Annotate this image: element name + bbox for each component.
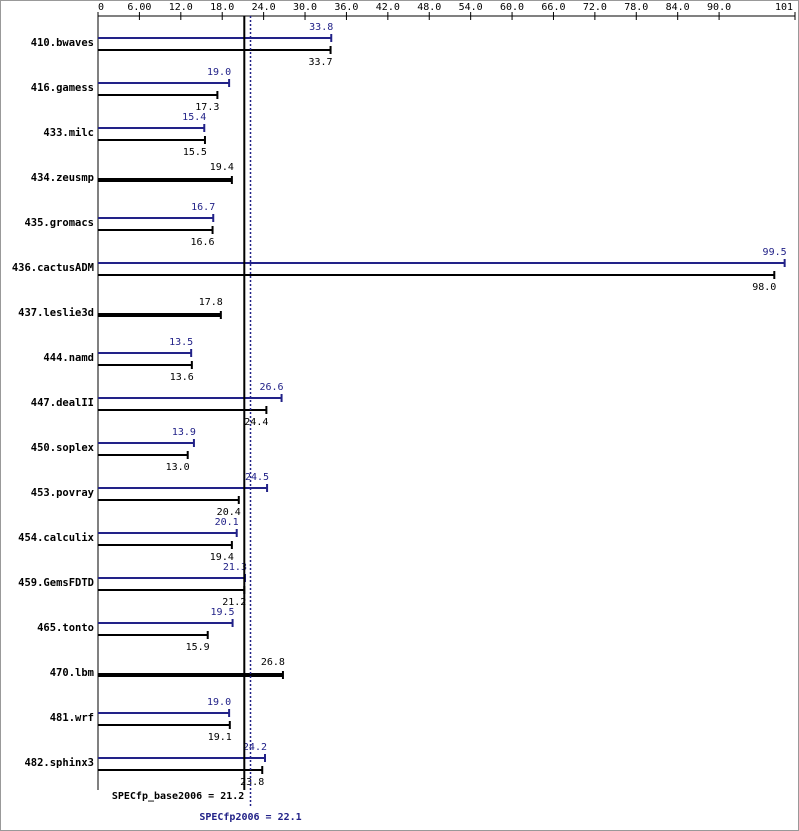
x-tick-label: 18.0 <box>210 2 234 13</box>
value-label: 33.7 <box>308 57 332 68</box>
category-label: 481.wrf <box>50 712 94 724</box>
x-tick-label: 36.0 <box>334 2 358 13</box>
value-label: 99.5 <box>763 247 787 258</box>
value-label: 15.5 <box>183 147 207 158</box>
value-label: 19.4 <box>210 162 234 173</box>
category-label: 410.bwaves <box>31 37 94 49</box>
value-label: 21.2 <box>222 597 246 608</box>
value-label: 17.3 <box>195 102 219 113</box>
category-label: 444.namd <box>43 352 94 364</box>
reference-label: SPECfp_base2006 = 21.2 <box>112 791 244 802</box>
value-label: 15.9 <box>186 642 210 653</box>
category-label: 416.gamess <box>31 82 94 94</box>
category-label: 482.sphinx3 <box>24 757 94 769</box>
x-tick-label: 12.0 <box>169 2 193 13</box>
value-label: 24.5 <box>245 472 269 483</box>
value-label: 19.4 <box>210 552 234 563</box>
reference-label: SPECfp2006 = 22.1 <box>199 812 301 823</box>
value-label: 13.5 <box>169 337 193 348</box>
category-label: 453.povray <box>31 487 95 499</box>
x-tick-label: 90.0 <box>707 2 731 13</box>
value-label: 33.8 <box>309 22 333 33</box>
value-label: 24.4 <box>244 417 268 428</box>
x-tick-label: 48.0 <box>417 2 441 13</box>
value-label: 16.7 <box>191 202 215 213</box>
category-label: 459.GemsFDTD <box>18 577 94 589</box>
x-tick-label: 24.0 <box>252 2 276 13</box>
category-label: 465.tonto <box>37 622 94 634</box>
category-label: 470.lbm <box>50 667 94 679</box>
category-label: 435.gromacs <box>24 217 94 229</box>
value-label: 19.1 <box>208 732 232 743</box>
value-label: 19.5 <box>210 607 234 618</box>
value-label: 21.3 <box>223 562 247 573</box>
x-tick-label: 54.0 <box>459 2 483 13</box>
value-label: 98.0 <box>752 282 776 293</box>
category-label: 434.zeusmp <box>31 172 94 184</box>
value-label: 26.8 <box>261 657 285 668</box>
value-label: 20.4 <box>217 507 241 518</box>
value-label: 13.0 <box>166 462 190 473</box>
value-label: 15.4 <box>182 112 206 123</box>
value-label: 24.2 <box>243 742 267 753</box>
x-tick-label: 78.0 <box>624 2 648 13</box>
x-tick-label: 6.00 <box>127 2 151 13</box>
value-label: 23.8 <box>240 777 264 788</box>
x-tick-label: 42.0 <box>376 2 400 13</box>
category-label: 436.cactusADM <box>12 262 94 274</box>
value-label: 20.1 <box>215 517 239 528</box>
x-tick-label: 72.0 <box>583 2 607 13</box>
x-tick-label: 66.0 <box>541 2 565 13</box>
category-label: 454.calculix <box>18 532 95 544</box>
x-tick-label: 84.0 <box>666 2 690 13</box>
value-label: 13.6 <box>170 372 194 383</box>
value-label: 16.6 <box>190 237 214 248</box>
value-label: 17.8 <box>199 297 223 308</box>
category-label: 450.soplex <box>31 442 95 454</box>
x-tick-label: 0 <box>98 2 104 13</box>
value-label: 19.0 <box>207 67 231 78</box>
x-tick-label: 60.0 <box>500 2 524 13</box>
category-label: 437.leslie3d <box>18 307 94 319</box>
x-tick-label: 101 <box>775 2 793 13</box>
value-label: 13.9 <box>172 427 196 438</box>
category-label: 433.milc <box>43 127 94 139</box>
value-label: 19.0 <box>207 697 231 708</box>
value-label: 26.6 <box>259 382 283 393</box>
x-tick-label: 30.0 <box>293 2 317 13</box>
category-label: 447.dealII <box>31 397 94 409</box>
